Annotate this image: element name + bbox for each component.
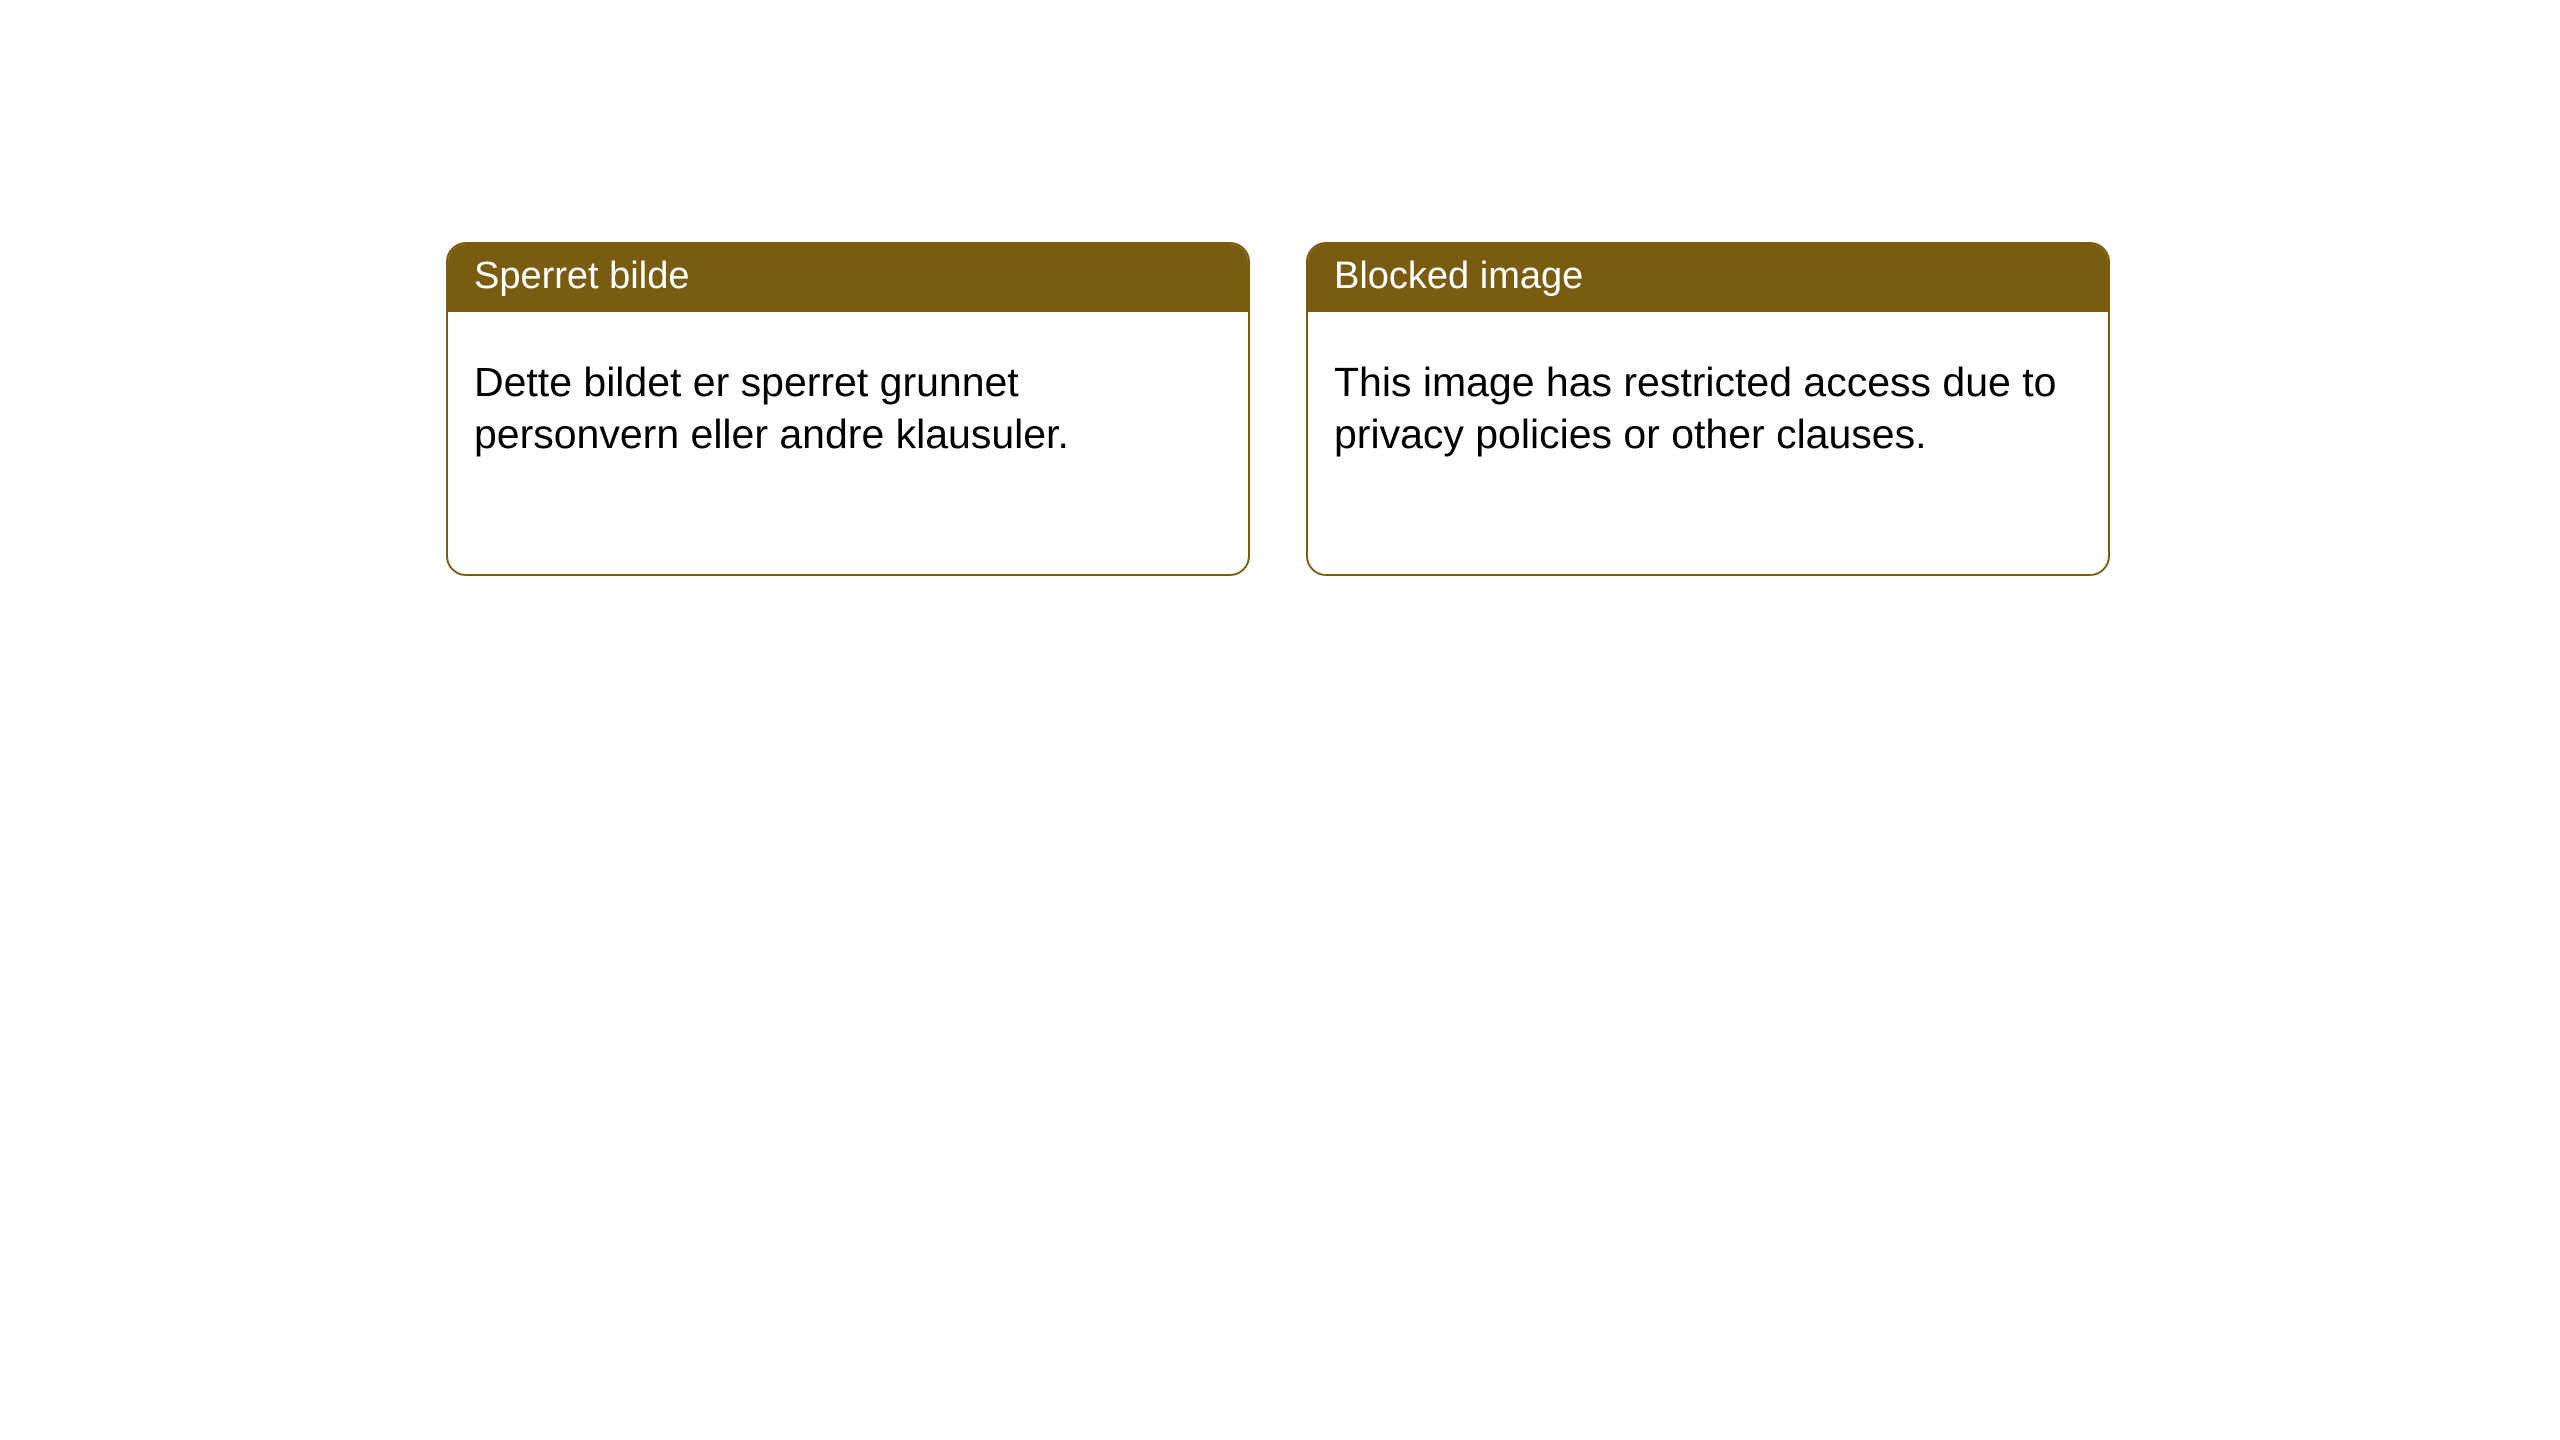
notice-container: Sperret bilde Dette bildet er sperret gr… — [0, 0, 2560, 576]
notice-card-norwegian: Sperret bilde Dette bildet er sperret gr… — [446, 242, 1250, 576]
notice-body-norwegian: Dette bildet er sperret grunnet personve… — [448, 312, 1248, 487]
notice-title-norwegian: Sperret bilde — [448, 244, 1248, 312]
notice-body-english: This image has restricted access due to … — [1308, 312, 2108, 487]
notice-card-english: Blocked image This image has restricted … — [1306, 242, 2110, 576]
notice-title-english: Blocked image — [1308, 244, 2108, 312]
